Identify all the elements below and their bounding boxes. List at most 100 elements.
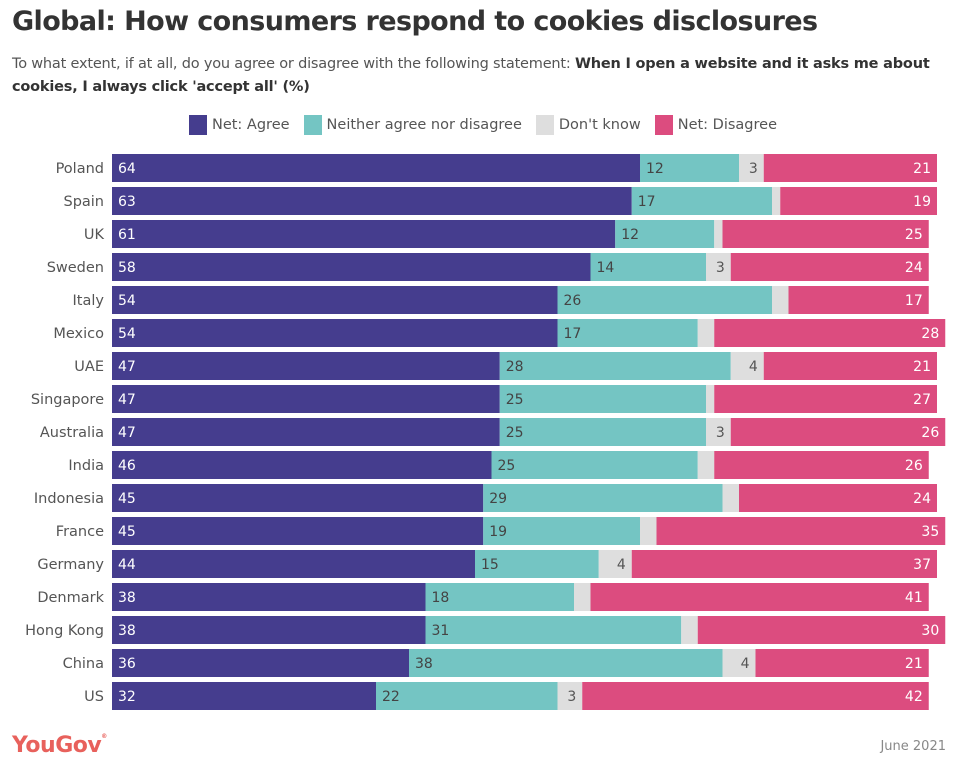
data-label-net-disagree: 37 [913,557,931,573]
data-label-don-t-know: 3 [716,425,725,441]
bar-segment-neither-agree-nor-disagree [590,253,706,281]
data-label-neither-agree-nor-disagree: 17 [564,326,582,342]
yougov-logo: YouGov® [12,733,107,758]
bar-row-hong-kong: Hong Kong 38 31 30 [25,616,946,644]
bar-segment-don-t-know [598,550,632,578]
data-label-neither-agree-nor-disagree: 31 [432,623,450,639]
data-label-don-t-know: 4 [617,557,626,573]
data-label-net-agree: 61 [118,227,136,243]
category-label: Italy [73,293,105,309]
category-label: Mexico [53,326,104,342]
data-label-neither-agree-nor-disagree: 15 [481,557,499,573]
bar-segment-neither-agree-nor-disagree [483,484,723,512]
data-label-don-t-know: 3 [567,689,576,705]
bar-segment-net-disagree [714,451,929,479]
bar-segment-neither-agree-nor-disagree [615,220,715,248]
bar-row-poland: Poland 64 12 3 21 [56,154,937,182]
data-label-don-t-know: 4 [741,656,750,672]
data-label-net-agree: 36 [118,656,136,672]
bar-segment-don-t-know [706,253,731,281]
bar-segment-net-disagree [730,253,929,281]
bar-segment-net-disagree [656,517,946,545]
legend-swatch-disagree [654,115,673,135]
data-label-neither-agree-nor-disagree: 25 [506,392,524,408]
bar-segment-net-agree [112,583,426,611]
bar-segment-neither-agree-nor-disagree [475,550,599,578]
bar-segment-neither-agree-nor-disagree [491,451,698,479]
legend-swatch-neither [303,115,322,135]
bar-row-france: France 45 19 35 [56,517,946,545]
bar-segment-net-agree [112,385,500,413]
data-label-net-disagree: 30 [921,623,939,639]
category-label: Sweden [47,260,104,276]
data-label-neither-agree-nor-disagree: 12 [621,227,639,243]
bar-row-denmark: Denmark 38 18 41 [37,583,929,611]
data-label-net-disagree: 26 [921,425,939,441]
data-label-net-agree: 38 [118,623,136,639]
data-label-net-disagree: 42 [905,689,923,705]
data-label-net-agree: 54 [118,326,136,342]
bar-segment-net-disagree [780,187,937,215]
legend-item-disagree: Net: Disagree [654,115,777,135]
bar-segment-net-disagree [631,550,937,578]
bar-segment-neither-agree-nor-disagree [499,385,706,413]
bar-row-australia: Australia 47 25 3 26 [40,418,946,446]
bar-segment-don-t-know [739,154,764,182]
bar-segment-net-agree [112,154,640,182]
bar-segment-neither-agree-nor-disagree [499,352,731,380]
bar-row-china: China 36 38 4 21 [63,649,929,677]
bar-segment-net-agree [112,682,376,710]
data-label-net-disagree: 25 [905,227,923,243]
category-label: Singapore [31,392,104,408]
bar-segment-don-t-know [681,616,698,644]
bar-segment-net-agree [112,286,558,314]
data-label-net-disagree: 35 [921,524,939,540]
bar-segment-net-agree [112,253,591,281]
data-label-neither-agree-nor-disagree: 38 [415,656,433,672]
category-label: Spain [63,194,104,210]
bar-segment-don-t-know [772,187,781,215]
legend-swatch-agree [188,115,207,135]
legend-label-agree: Net: Agree [211,117,290,133]
bar-segment-don-t-know [730,352,764,380]
data-label-neither-agree-nor-disagree: 22 [382,689,400,705]
bar-segment-net-disagree [763,154,937,182]
bar-row-sweden: Sweden 58 14 3 24 [47,253,929,281]
bar-segment-neither-agree-nor-disagree [483,517,640,545]
data-label-net-agree: 47 [118,392,136,408]
bar-segment-neither-agree-nor-disagree [557,319,698,347]
data-label-net-disagree: 21 [905,656,923,672]
category-label: Indonesia [34,491,104,507]
bar-segment-net-agree [112,319,558,347]
data-label-don-t-know: 3 [716,260,725,276]
bar-segment-don-t-know [697,451,715,479]
bar-segment-net-disagree [722,220,929,248]
data-label-neither-agree-nor-disagree: 29 [489,491,507,507]
legend-item-dont-know: Don't know [535,115,641,135]
bar-segment-net-agree [112,550,475,578]
data-label-net-agree: 47 [118,359,136,375]
legend-swatch-dont-know [535,115,554,135]
category-label: UAE [74,359,104,375]
data-label-net-agree: 47 [118,425,136,441]
bar-segment-don-t-know [722,484,739,512]
bar-segment-neither-agree-nor-disagree [425,616,682,644]
bar-segment-net-disagree [739,484,937,512]
bar-segment-net-disagree [755,649,929,677]
data-label-neither-agree-nor-disagree: 19 [489,524,507,540]
bar-segment-don-t-know [706,385,715,413]
bar-row-spain: Spain 63 17 19 [63,187,937,215]
registered-mark-icon: ® [101,733,107,740]
category-label: Hong Kong [25,623,104,639]
data-label-net-disagree: 28 [921,326,939,342]
bar-segment-don-t-know [574,583,591,611]
bar-row-india: India 46 25 26 [68,451,929,479]
legend-label-disagree: Net: Disagree [677,117,777,133]
bar-segment-don-t-know [714,220,723,248]
bar-segment-neither-agree-nor-disagree [409,649,723,677]
data-label-neither-agree-nor-disagree: 26 [564,293,582,309]
bar-row-mexico: Mexico 54 17 28 [53,319,946,347]
bar-segment-net-agree [112,187,632,215]
data-label-net-disagree: 24 [913,491,931,507]
bar-segment-net-agree [112,418,500,446]
